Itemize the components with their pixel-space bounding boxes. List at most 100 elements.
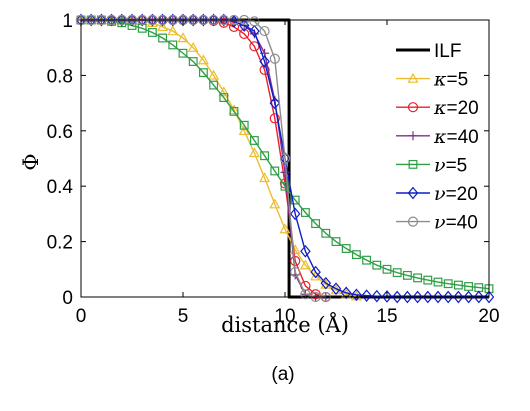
- x-tick-label: 5: [178, 306, 189, 327]
- figure-caption: (a): [271, 364, 294, 385]
- data-point: [259, 172, 271, 183]
- data-point: [168, 40, 178, 50]
- data-point: [177, 13, 189, 27]
- x-tick-label: 20: [478, 306, 499, 327]
- data-point: [126, 13, 138, 27]
- data-point: [422, 290, 434, 304]
- data-point: [300, 289, 311, 300]
- data-point: [188, 57, 198, 66]
- data-point: [280, 181, 290, 191]
- data-point: [259, 55, 270, 68]
- data-point: [116, 13, 128, 27]
- data-point: [442, 290, 454, 304]
- data-point: [259, 25, 270, 37]
- data-point: [453, 290, 464, 304]
- data-point: [167, 25, 179, 36]
- data-point: [432, 290, 444, 304]
- data-point: [269, 113, 280, 124]
- data-point: [127, 21, 137, 30]
- data-point: [198, 68, 208, 78]
- x-tick-label: 15: [376, 306, 397, 327]
- legend-item: ν=20: [396, 183, 478, 205]
- legend-item: ν=5: [396, 154, 467, 176]
- data-point: [473, 290, 485, 304]
- data-point: [443, 279, 453, 289]
- data-point: [340, 286, 352, 300]
- data-point: [402, 290, 413, 304]
- data-point: [463, 290, 474, 304]
- data-point: [249, 16, 260, 27]
- data-point: [248, 147, 260, 158]
- data-point: [413, 273, 423, 283]
- data-point: [382, 264, 392, 274]
- data-point: [408, 131, 418, 141]
- data-point: [330, 282, 342, 296]
- x-tick-label: 0: [76, 306, 87, 327]
- series-line: [81, 19, 357, 297]
- data-point: [228, 104, 240, 115]
- data-point: [239, 120, 249, 130]
- data-point: [279, 223, 291, 234]
- x-tick-label: 10: [274, 306, 295, 327]
- legend-item: κ=20: [396, 97, 479, 119]
- data-point: [279, 153, 291, 164]
- legend-label: ν=20: [434, 183, 478, 205]
- data-point: [249, 136, 259, 145]
- series-κ=20: [75, 14, 331, 303]
- legend-label: κ=40: [433, 126, 479, 148]
- legend-label: κ=20: [433, 97, 479, 119]
- data-point: [483, 290, 495, 304]
- data-point: [259, 64, 270, 75]
- data-point: [269, 53, 280, 64]
- data-point: [408, 159, 418, 169]
- data-point: [187, 41, 199, 52]
- data-point: [260, 151, 270, 161]
- data-point: [208, 69, 220, 80]
- data-point: [407, 102, 419, 113]
- legend-item: κ=40: [396, 126, 479, 148]
- data-point: [381, 290, 393, 303]
- y-tick-label: 0.8: [47, 66, 73, 87]
- legend-label: κ=5: [433, 69, 468, 91]
- data-point: [453, 280, 463, 290]
- data-point: [197, 54, 209, 65]
- data-point: [208, 13, 219, 27]
- y-tick-label: 0: [62, 288, 73, 309]
- data-point: [209, 80, 219, 90]
- data-point: [147, 13, 158, 27]
- data-point: [310, 270, 322, 281]
- data-point: [311, 219, 321, 229]
- legend-label: ILF: [434, 41, 461, 62]
- data-point: [300, 244, 311, 258]
- data-point: [402, 270, 412, 280]
- data-point: [320, 276, 332, 290]
- data-point: [423, 275, 433, 285]
- data-point: [249, 24, 260, 38]
- data-point: [178, 48, 188, 58]
- data-point: [392, 268, 402, 278]
- data-point: [407, 186, 419, 200]
- series-κ=40: [76, 15, 331, 302]
- data-point: [198, 13, 209, 27]
- data-point: [238, 125, 250, 135]
- data-point: [269, 96, 281, 110]
- legend-item: ILF: [396, 41, 461, 62]
- data-point: [157, 21, 169, 32]
- legend-item: κ=5: [396, 69, 468, 91]
- data-point: [361, 289, 372, 302]
- data-point: [407, 72, 419, 83]
- data-point: [177, 32, 189, 43]
- data-point: [167, 13, 179, 27]
- data-point: [218, 86, 230, 97]
- legend: ILF κ=5 κ=20 κ=40 ν=5 ν=20 ν=40: [396, 41, 479, 234]
- data-point: [147, 28, 157, 37]
- data-point: [289, 207, 301, 221]
- data-point: [321, 228, 331, 238]
- data-point: [218, 13, 230, 27]
- data-point: [433, 277, 443, 287]
- data-point: [331, 237, 341, 247]
- data-point: [300, 208, 310, 217]
- data-point: [219, 93, 229, 102]
- data-point: [299, 259, 311, 270]
- data-point: [290, 195, 300, 205]
